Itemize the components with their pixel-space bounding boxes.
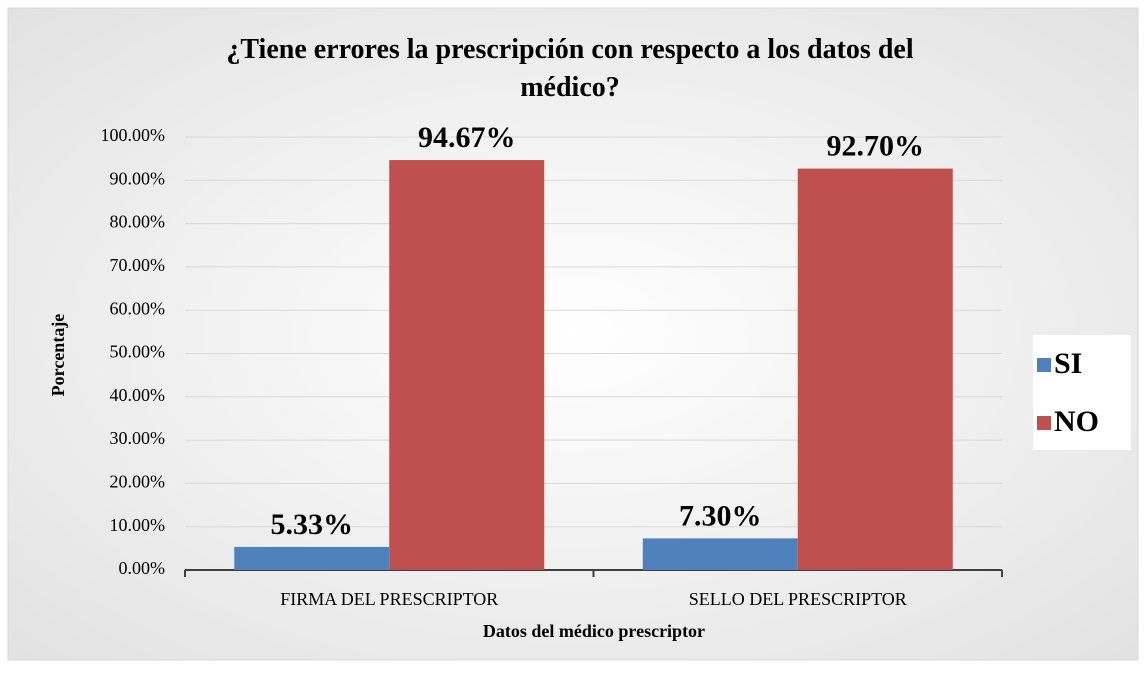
y-tick-label: 20.00% [110,472,166,492]
data-label: 7.30% [679,499,762,532]
data-label: 94.67% [418,121,516,154]
legend-swatch [1037,358,1051,372]
chart-title: ¿Tiene errores la prescripción con respe… [226,34,913,103]
y-tick-label: 40.00% [110,385,166,405]
legend-label: NO [1054,405,1099,438]
y-tick-label: 80.00% [110,212,166,232]
legend-label: SI [1054,347,1082,380]
legend-swatch [1037,416,1051,430]
legend-box [1033,335,1131,450]
bar [234,546,390,570]
data-label: 5.33% [271,508,354,541]
data-label: 92.70% [827,129,925,162]
y-tick-label: 0.00% [119,558,166,578]
y-axis-title: Porcentaje [48,314,68,397]
y-tick-label: 10.00% [110,515,166,535]
y-tick-label: 70.00% [110,255,166,275]
bar [642,538,798,570]
chart-frame [7,7,1139,661]
y-tick-label: 30.00% [110,428,166,448]
y-tick-label: 100.00% [101,125,166,145]
x-tick-label: FIRMA DEL PRESCRIPTOR [280,589,498,609]
y-tick-label: 60.00% [110,298,166,318]
bar [797,168,953,570]
y-tick-label: 90.00% [110,168,166,188]
x-axis-title: Datos del médico prescriptor [483,621,705,641]
bar [389,160,545,570]
y-tick-label: 50.00% [110,342,166,362]
x-tick-label: SELLO DEL PRESCRIPTOR [689,589,907,609]
